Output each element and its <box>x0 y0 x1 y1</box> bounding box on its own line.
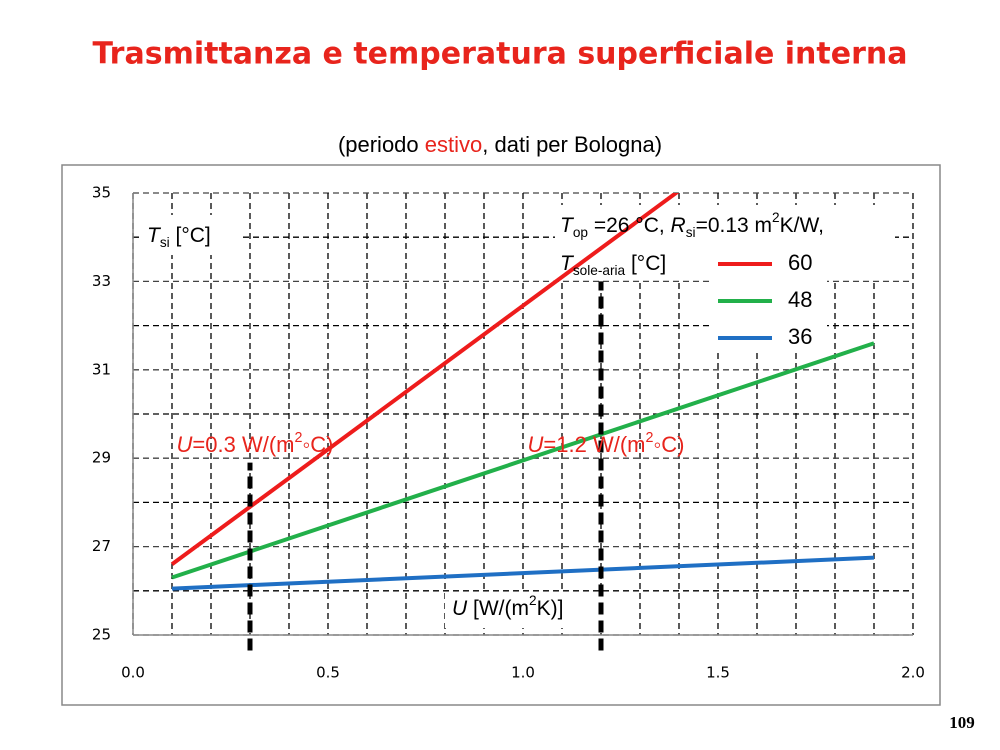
annotation-part: 2 <box>646 430 654 446</box>
label-bg <box>445 592 610 628</box>
legend-title: Tsole-aria [°C] <box>560 252 666 279</box>
legend-title-part: R <box>671 214 686 237</box>
y-tick-label: 29 <box>92 449 111 467</box>
y-tick-label: 35 <box>92 184 111 202</box>
x-tick-label: 0.0 <box>121 664 145 682</box>
y-axis-label-part: T <box>147 224 162 247</box>
annotation-part: 2 <box>295 430 303 446</box>
x-tick-label: 0.5 <box>316 664 340 682</box>
legend-title-part: T <box>560 252 575 275</box>
annotation-part: ◦C) <box>653 432 684 457</box>
legend-title-part: si <box>686 225 696 240</box>
subtitle-part: (periodo <box>338 132 425 157</box>
y-tick-label: 31 <box>92 360 111 378</box>
y-axis-label-part: [°C] <box>170 224 211 247</box>
legend-title-part: [°C] <box>625 252 666 275</box>
x-axis-label-part: 2 <box>529 593 537 608</box>
y-tick-label: 33 <box>92 272 111 290</box>
y-axis-label: Tsi [°C] <box>147 224 211 251</box>
y-axis-label-part: si <box>160 235 170 250</box>
annotation-part: U <box>177 432 193 457</box>
x-axis-label: U [W/(m2K)] <box>452 593 563 619</box>
annotation-part: =0.3 W/(m <box>192 432 294 457</box>
legend-label: 60 <box>788 250 812 275</box>
y-tick-label: 27 <box>92 537 111 555</box>
legend-title-part: sole-aria <box>573 263 626 278</box>
series-line <box>170 193 680 566</box>
legend-title: Top =26 °C, Rsi=0.13 m2K/W, <box>560 210 824 240</box>
legend-title-part: op <box>573 225 589 240</box>
subtitle: (periodo estivo, dati per Bologna) <box>338 132 662 157</box>
legend-label: 36 <box>788 324 812 349</box>
x-tick-label: 1.0 <box>511 664 535 682</box>
annotation: U=1.2 W/(m2◦C) <box>528 430 685 457</box>
legend-label: 48 <box>788 287 812 312</box>
series-line <box>171 555 875 591</box>
x-axis-label-part: K)] <box>537 597 564 620</box>
x-axis-label-part: [W/(m <box>467 597 529 620</box>
annotation: U=0.3 W/(m2◦C) <box>177 430 334 457</box>
legend-title-part: 2 <box>772 210 780 225</box>
y-tick-label: 25 <box>92 626 111 644</box>
annotation-part: U <box>528 432 544 457</box>
annotation-part: =1.2 W/(m <box>543 432 645 457</box>
x-axis-label-part: U <box>452 597 468 620</box>
subtitle-part: estivo <box>425 132 482 157</box>
series-line <box>171 341 875 580</box>
legend-title-part: =26 °C, <box>588 214 671 237</box>
legend-title-part: K/W, <box>780 214 824 237</box>
page-number: 109 <box>949 713 975 732</box>
annotation-part: ◦C) <box>302 432 333 457</box>
x-tick-label: 1.5 <box>706 664 730 682</box>
subtitle-part: , dati per Bologna) <box>482 132 662 157</box>
legend-title-part: T <box>560 214 575 237</box>
label-bg <box>140 215 240 255</box>
legend-title-part: =0.13 m <box>696 214 772 237</box>
slide-title: Trasmittanza e temperatura superficiale … <box>93 37 908 72</box>
x-tick-label: 2.0 <box>901 664 925 682</box>
